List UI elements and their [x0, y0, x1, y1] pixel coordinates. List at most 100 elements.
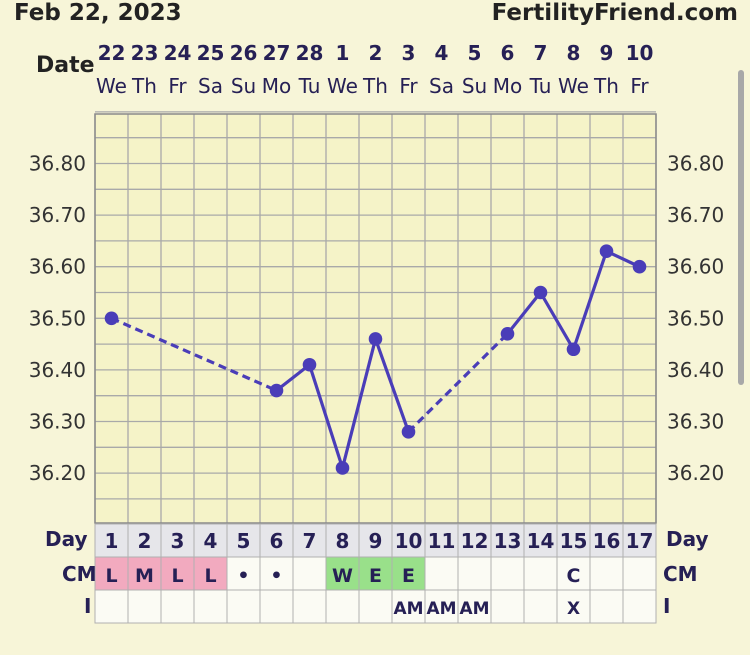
day-number: 12: [461, 529, 489, 553]
intercourse-value: AM: [427, 599, 457, 619]
intercourse-cell[interactable]: [127, 589, 162, 624]
cm-cell[interactable]: [556, 556, 591, 591]
day-cell: [127, 523, 162, 558]
day-number: 10: [395, 529, 423, 553]
date-label: 3: [402, 41, 416, 65]
temperature-point[interactable]: [632, 259, 647, 274]
temperature-point[interactable]: [500, 326, 515, 341]
weekday-label: Sa: [198, 74, 223, 98]
intercourse-cell[interactable]: [292, 589, 327, 624]
date-label: 27: [263, 41, 291, 65]
intercourse-value: AM: [394, 599, 424, 619]
cm-value: L: [204, 565, 216, 587]
day-number: 17: [626, 529, 654, 553]
intercourse-cell[interactable]: [391, 589, 426, 624]
day-cell: [490, 523, 525, 558]
temperature-line: [539, 291, 575, 351]
temperature-point[interactable]: [104, 311, 119, 326]
cm-cell[interactable]: [622, 556, 657, 591]
day-cell: [457, 523, 492, 558]
y-tick-label-left: 36.30: [29, 410, 86, 434]
plot-border: [94, 113, 657, 524]
temperature-point[interactable]: [335, 461, 350, 475]
cm-value: E: [402, 565, 415, 587]
temperature-point[interactable]: [533, 285, 548, 300]
y-axis-ticks: 36.80 36.80 36.70 36.70 36.60 36.60 36.50 36.50…: [29, 152, 725, 486]
temperature-point[interactable]: [302, 357, 317, 372]
temperature-line-dashed: [407, 332, 509, 433]
intercourse-cell[interactable]: [160, 589, 195, 624]
temperature-point[interactable]: [599, 244, 614, 259]
cm-value: L: [171, 565, 183, 587]
site-name: FertilityFriend.com: [492, 0, 738, 26]
y-tick-label-right: 36.40: [667, 358, 724, 382]
cm-cell[interactable]: [589, 556, 624, 591]
cm-cell[interactable]: [490, 556, 525, 591]
cm-cell[interactable]: [259, 556, 294, 591]
intercourse-cell[interactable]: [490, 589, 525, 624]
intercourse-value: X: [567, 599, 580, 619]
date-label: 23: [131, 41, 159, 65]
cm-cell[interactable]: [424, 556, 459, 591]
day-number: 3: [171, 529, 185, 553]
cm-cell[interactable]: [457, 556, 492, 591]
weekday-label: We: [558, 74, 589, 98]
y-tick-label-right: 36.80: [667, 152, 724, 176]
weekday-label: Fr: [630, 74, 649, 98]
i-row-label-right: I: [663, 594, 670, 618]
intercourse-cell[interactable]: [457, 589, 492, 624]
date-label: 25: [197, 41, 225, 65]
temperature-series: [104, 244, 647, 475]
cm-value: C: [567, 565, 581, 587]
chart-date-title: Feb 22, 2023: [14, 0, 182, 26]
cm-cell[interactable]: [292, 556, 327, 591]
temperature-point[interactable]: [401, 425, 416, 439]
cm-row-label-right: CM: [663, 562, 698, 586]
date-label: 28: [296, 41, 324, 65]
weekday-label: We: [327, 74, 358, 98]
date-label: 8: [567, 41, 581, 65]
day-number: 1: [105, 529, 119, 553]
scrollbar-thumb[interactable]: [738, 70, 744, 385]
date-row-label: Date: [36, 53, 95, 78]
cm-cell[interactable]: [325, 556, 360, 591]
intercourse-cell[interactable]: [325, 589, 360, 624]
day-number: 14: [527, 529, 555, 553]
y-tick-label-left: 36.70: [29, 203, 86, 227]
temperature-point[interactable]: [566, 342, 581, 357]
temperature-line: [373, 338, 411, 433]
cm-cell[interactable]: [160, 556, 195, 591]
y-tick-label-left: 36.60: [29, 255, 86, 279]
intercourse-cell[interactable]: [589, 589, 624, 624]
intercourse-cell[interactable]: [523, 589, 558, 624]
date-label: 7: [534, 41, 548, 65]
cm-cell[interactable]: [226, 556, 261, 591]
intercourse-cell[interactable]: [94, 589, 129, 624]
temperature-point[interactable]: [269, 383, 284, 398]
intercourse-cell[interactable]: [358, 589, 393, 624]
intercourse-cell[interactable]: [226, 589, 261, 624]
cm-cell[interactable]: [523, 556, 558, 591]
cm-value: •: [237, 565, 249, 587]
date-label: 26: [230, 41, 258, 65]
day-number: 4: [204, 529, 218, 553]
day-number: 15: [560, 529, 588, 553]
date-label: 1: [336, 41, 350, 65]
intercourse-cell[interactable]: [622, 589, 657, 624]
intercourse-cell[interactable]: [193, 589, 228, 624]
temperature-line: [506, 291, 542, 335]
intercourse-cell[interactable]: [259, 589, 294, 624]
date-label: 9: [600, 41, 614, 65]
cm-cell[interactable]: [94, 556, 129, 591]
cm-cell[interactable]: [358, 556, 393, 591]
cm-cell[interactable]: [127, 556, 162, 591]
intercourse-cell[interactable]: [424, 589, 459, 624]
cm-value: E: [369, 565, 382, 587]
date-label: 10: [626, 41, 654, 65]
temperature-point[interactable]: [368, 332, 383, 346]
day-cell: [589, 523, 624, 558]
day-number: 9: [369, 529, 383, 553]
weekday-label: Mo: [262, 74, 292, 98]
